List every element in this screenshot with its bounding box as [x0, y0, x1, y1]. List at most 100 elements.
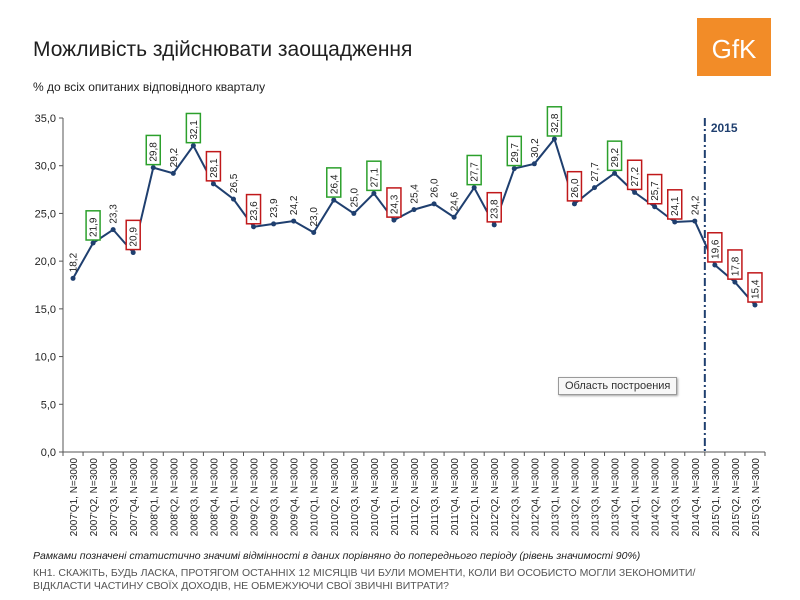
data-point	[692, 218, 698, 224]
data-point	[571, 201, 577, 207]
x-tick-label: 2011'Q3, N=3000	[430, 458, 441, 536]
data-label: 15,4	[750, 279, 761, 299]
x-tick-label: 2009'Q3, N=3000	[270, 458, 281, 537]
data-point	[190, 143, 196, 149]
x-tick-label: 2010'Q3, N=3000	[350, 458, 361, 537]
data-point	[251, 224, 257, 230]
x-tick-label: 2007'Q2, N=3000	[89, 458, 100, 537]
data-point	[391, 217, 397, 223]
y-tick-label: 20,0	[35, 256, 56, 268]
data-point	[110, 227, 116, 233]
x-tick-label: 2007'Q4, N=3000	[129, 458, 140, 537]
data-label: 20,9	[129, 227, 140, 247]
data-label: 32,1	[189, 120, 200, 140]
data-label: 25,4	[410, 184, 421, 204]
data-point	[291, 218, 297, 224]
x-tick-label: 2015'Q3, N=3000	[751, 458, 762, 537]
data-label: 27,2	[630, 167, 641, 187]
data-label: 26,0	[570, 178, 581, 198]
y-tick-label: 0,0	[41, 447, 56, 459]
data-label: 24,1	[670, 196, 681, 216]
x-tick-label: 2013'Q2, N=3000	[570, 458, 581, 537]
data-point	[411, 207, 417, 213]
x-tick-label: 2012'Q2, N=3000	[490, 458, 501, 537]
significance-note: Рамками позначені статистично значимі ві…	[33, 550, 641, 562]
data-point	[652, 204, 658, 210]
y-tick-label: 10,0	[35, 352, 56, 364]
x-tick-label: 2011'Q4, N=3000	[450, 458, 461, 536]
significance-box	[747, 272, 763, 303]
data-label: 27,7	[590, 162, 601, 182]
data-point	[371, 190, 377, 196]
significance-box	[486, 191, 502, 223]
data-point	[331, 197, 337, 203]
significance-box	[125, 219, 141, 251]
data-label: 28,1	[209, 158, 220, 178]
x-tick-label: 2007'Q3, N=3000	[109, 458, 120, 537]
x-tick-label: 2013'Q1, N=3000	[550, 458, 561, 537]
x-tick-label: 2012'Q1, N=3000	[470, 458, 481, 537]
significance-box	[646, 173, 663, 205]
x-tick-label: 2011'Q2, N=3000	[410, 458, 421, 536]
data-label: 19,6	[710, 239, 721, 259]
significance-box	[366, 160, 382, 192]
data-point	[150, 165, 156, 171]
data-point	[431, 201, 437, 207]
year-2015-label: 2015	[711, 121, 738, 135]
y-tick-label: 25,0	[35, 208, 56, 220]
x-tick-label: 2015'Q2, N=3000	[731, 458, 742, 537]
significance-box	[145, 134, 162, 166]
data-point	[632, 189, 638, 195]
data-point	[311, 230, 317, 236]
data-point	[672, 219, 678, 225]
data-point	[130, 250, 136, 256]
significance-box	[466, 154, 482, 186]
data-label: 27,7	[470, 162, 481, 182]
data-label: 26,5	[229, 173, 240, 193]
x-tick-label: 2014'Q4, N=3000	[691, 458, 702, 537]
y-tick-label: 30,0	[35, 161, 56, 173]
x-tick-label: 2012'Q3, N=3000	[510, 458, 521, 537]
significance-box	[707, 232, 723, 263]
data-point	[712, 262, 718, 268]
x-tick-label: 2009'Q2, N=3000	[250, 458, 261, 537]
data-label: 26,0	[430, 178, 441, 198]
data-label: 29,2	[169, 147, 180, 167]
x-tick-label: 2015'Q1, N=3000	[711, 458, 722, 537]
data-label: 24,2	[289, 195, 300, 215]
significance-box	[386, 187, 402, 218]
data-label: 23,6	[249, 201, 260, 221]
y-tick-label: 15,0	[35, 304, 56, 316]
data-point	[271, 221, 277, 227]
data-label: 26,4	[329, 174, 340, 194]
data-point	[612, 170, 618, 176]
x-tick-label: 2013'Q3, N=3000	[591, 458, 602, 537]
significance-box	[727, 249, 743, 280]
significance-box	[606, 140, 623, 172]
data-point	[70, 275, 76, 281]
chart-title: Можливість здійснювати заощадження	[33, 38, 413, 61]
data-point	[732, 279, 738, 285]
data-point	[451, 214, 457, 220]
chart-subtitle: % до всіх опитаних відповідного кварталу	[33, 80, 266, 94]
x-tick-label: 2008'Q3, N=3000	[189, 458, 200, 537]
significance-box	[506, 135, 523, 167]
data-point	[551, 136, 557, 142]
x-tick-label: 2009'Q4, N=3000	[290, 458, 301, 537]
x-tick-label: 2010'Q2, N=3000	[330, 458, 341, 537]
data-label: 23,8	[490, 199, 501, 219]
significance-box	[566, 170, 583, 202]
x-tick-label: 2010'Q4, N=3000	[370, 458, 381, 537]
y-tick-label: 35,0	[35, 113, 56, 125]
data-label: 32,8	[550, 113, 561, 133]
data-label: 24,2	[690, 195, 701, 215]
x-tick-label: 2009'Q1, N=3000	[229, 458, 240, 537]
y-tick-label: 5,0	[41, 399, 56, 411]
survey-question: КН1. СКАЖІТЬ, БУДЬ ЛАСКА, ПРОТЯГОМ ОСТАН…	[33, 567, 696, 592]
data-label: 29,8	[149, 142, 160, 162]
x-tick-label: 2014'Q3, N=3000	[671, 458, 682, 537]
data-point	[471, 185, 477, 191]
significance-box	[626, 159, 643, 191]
data-label: 23,9	[269, 198, 280, 218]
